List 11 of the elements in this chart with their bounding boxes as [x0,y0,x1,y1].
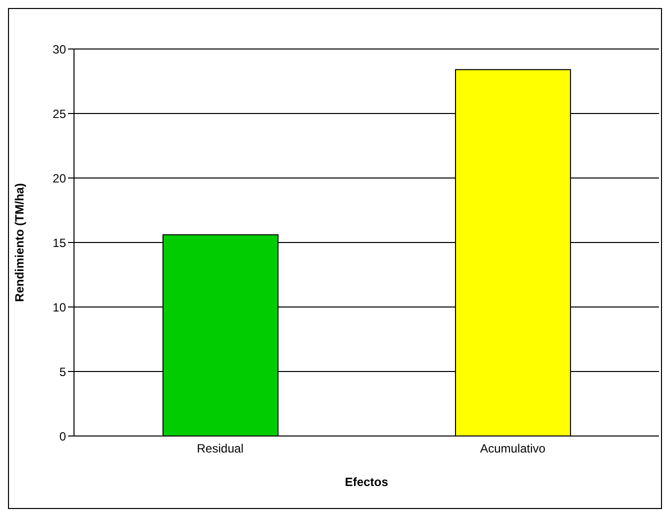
x-tick-label: Acumulativo [480,442,546,456]
y-tick-label: 25 [52,106,66,121]
x-tick-label: Residual [196,442,244,456]
y-tick-label: 15 [52,236,66,250]
y-tick-label: 5 [59,364,66,379]
y-tick-label: 20 [52,171,66,186]
y-tick-label: 0 [59,429,66,444]
y-axis-title: Rendimiento (TM/ha) [12,183,26,302]
x-axis-title: Efectos [344,475,388,489]
y-tick-label: 30 [52,42,66,56]
y-tick-label: 10 [52,300,66,314]
